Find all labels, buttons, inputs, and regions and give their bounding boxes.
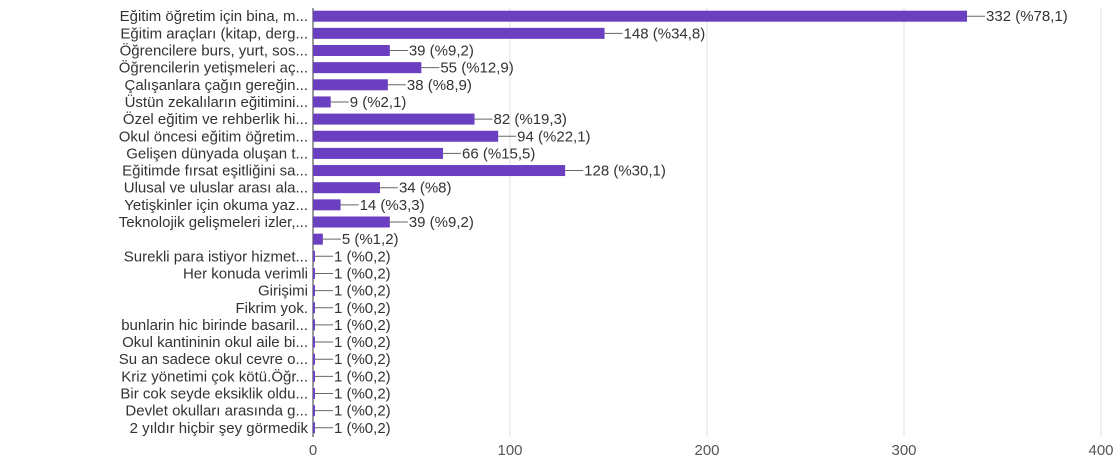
bar	[313, 267, 315, 279]
category-label: Özel eğitim ve rehberlik hi...	[123, 110, 308, 128]
data-label: 1 (%0,2)	[334, 300, 391, 317]
bar	[313, 113, 475, 125]
bar	[313, 216, 390, 228]
data-label: 38 (%8,9)	[407, 77, 472, 94]
category-label: Girişimi	[258, 283, 308, 300]
data-label: 1 (%0,2)	[334, 283, 391, 300]
data-label: 1 (%0,2)	[334, 248, 391, 265]
bar	[313, 233, 323, 245]
data-labels: 332 (%78,1)148 (%34,8)39 (%9,2)55 (%12,9…	[314, 8, 1068, 437]
data-label: 128 (%30,1)	[584, 163, 666, 180]
category-label: Teknolojik gelişmeleri izler,...	[119, 214, 308, 231]
bar	[313, 336, 315, 348]
bar	[313, 130, 499, 142]
category-label: Eğitimde fırsat eşitliğini sa...	[122, 163, 308, 180]
bar	[313, 27, 605, 39]
category-label: Çalışanlara çağın gereğin...	[125, 77, 308, 94]
data-label: 148 (%34,8)	[624, 25, 706, 42]
data-label: 1 (%0,2)	[334, 317, 391, 334]
bar	[313, 285, 315, 297]
bar	[313, 302, 315, 314]
bar	[313, 96, 331, 108]
category-label: Kriz yönetimi çok kötü.Öğr...	[121, 367, 308, 385]
data-label: 39 (%9,2)	[409, 43, 474, 60]
x-tick-label: 400	[1088, 442, 1113, 459]
data-label: 9 (%2,1)	[350, 94, 407, 111]
data-label: 5 (%1,2)	[342, 231, 399, 248]
bar	[313, 370, 315, 382]
data-label: 332 (%78,1)	[986, 8, 1068, 25]
category-label: Devlet okulları arasında g...	[125, 403, 308, 420]
category-label: Bir cok seyde eksiklik oldu...	[120, 386, 308, 403]
category-label: Öğrencilere burs, yurt, sos...	[120, 42, 308, 60]
category-label: Fikrim yok.	[236, 300, 309, 317]
bar	[313, 199, 341, 211]
bar	[313, 79, 388, 91]
category-label: Her konuda verimli	[183, 265, 308, 282]
category-label: Yetişkinler için okuma yaz...	[124, 197, 308, 214]
data-label: 94 (%22,1)	[517, 128, 590, 145]
x-tick-label: 100	[497, 442, 522, 459]
data-label: 39 (%9,2)	[409, 214, 474, 231]
bar	[313, 422, 315, 434]
category-label: Okul kantininin okul aile bi...	[122, 334, 308, 351]
data-label: 1 (%0,2)	[334, 368, 391, 385]
data-label: 1 (%0,2)	[334, 334, 391, 351]
category-labels: Eğitim öğretim için bina, m...Eğitim ara…	[119, 8, 309, 437]
x-tick-label: 200	[694, 442, 719, 459]
category-label: Gelişen dünyada oluşan t...	[126, 145, 308, 162]
bar	[313, 45, 390, 56]
bar	[313, 405, 315, 417]
bar	[313, 10, 968, 22]
data-label: 55 (%12,9)	[440, 60, 513, 77]
category-label: bunlarin hic birinde basaril...	[121, 317, 308, 334]
data-label: 66 (%15,5)	[462, 145, 535, 162]
category-label: Eğitim araçları (kitap, derg...	[120, 25, 308, 42]
category-label: Eğitim öğretim için bina, m...	[120, 8, 308, 25]
category-label: Okul öncesi eğitim öğretim...	[119, 128, 308, 145]
data-label: 14 (%3,3)	[360, 197, 425, 214]
data-label: 1 (%0,2)	[334, 420, 391, 437]
category-label: Su an sadece okul cevre o...	[119, 351, 308, 368]
x-tick-label: 300	[891, 442, 916, 459]
x-axis-ticks: 0 100 200 300 400	[309, 442, 1114, 459]
bar	[313, 62, 422, 74]
category-label: Surekli para istiyor hizmet...	[124, 248, 308, 265]
bar	[313, 147, 444, 159]
category-label: Üstün zekalıların eğitimini...	[125, 93, 308, 111]
data-label: 1 (%0,2)	[334, 403, 391, 420]
data-label: 82 (%19,3)	[494, 111, 567, 128]
data-label: 1 (%0,2)	[334, 265, 391, 282]
bar	[313, 319, 315, 331]
bars	[313, 10, 968, 434]
bar	[313, 165, 566, 177]
bar	[313, 182, 380, 194]
bar	[313, 353, 315, 365]
bar	[313, 388, 315, 399]
bar	[313, 250, 315, 262]
category-label: 2 yıldır hiçbir şey görmedik	[130, 420, 309, 437]
data-label: 1 (%0,2)	[334, 351, 391, 368]
data-label: 34 (%8)	[399, 180, 452, 197]
category-label: Öğrencilerin yetişmeleri aç...	[119, 59, 308, 77]
category-label: Ulusal ve uluslar arası ala...	[124, 180, 308, 197]
x-tick-label: 0	[309, 442, 317, 459]
data-label: 1 (%0,2)	[334, 386, 391, 403]
